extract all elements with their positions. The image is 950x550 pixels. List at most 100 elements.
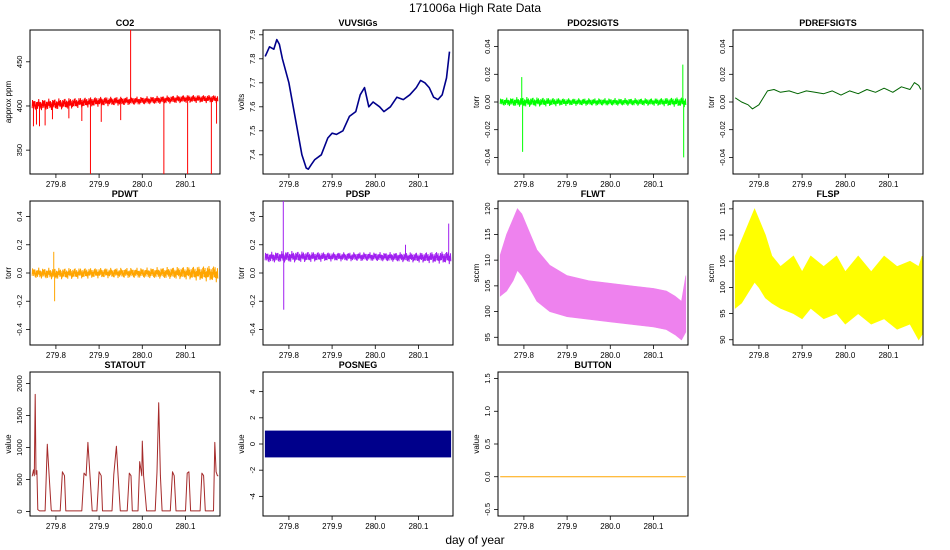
panel-title: PDWT [112, 189, 139, 199]
x-tick-label: 279.8 [279, 522, 300, 531]
panel-pdsp: PDSP torr 279.8 279.9 280.0 280.1 -0.4 -0.2 0.0 0… [237, 189, 454, 360]
plot-frame [497, 371, 689, 517]
y-tick-label: 1500 [15, 407, 24, 424]
y-tick-label: 0.4 [15, 211, 24, 221]
x-tick-label: 280.0 [132, 351, 153, 360]
panel-flsp: FLSP sccm 279.8 279.9 280.0 280.1 90 95 100 105 11… [707, 189, 924, 360]
x-tick-label: 279.9 [322, 522, 343, 531]
y-tick-label: 0.0 [483, 472, 492, 482]
plot-frame [262, 29, 454, 175]
series-band [499, 208, 687, 341]
series-flwt [499, 208, 687, 341]
y-axis-label: sccm [472, 263, 481, 282]
series-noise [499, 96, 687, 108]
panel-pdwt: PDWT torr 279.8 279.9 280.0 280.1 -0.4 -0.2 0.0 0… [4, 189, 221, 360]
y-tick-label: 0 [248, 442, 257, 446]
y-tick-label: 105 [718, 255, 727, 268]
x-tick-label: 279.9 [557, 351, 578, 360]
y-tick-label: 95 [483, 333, 492, 341]
y-tick-label: 7.7 [248, 78, 257, 88]
x-tick-label: 280.0 [132, 180, 153, 189]
y-tick-label: -0.5 [483, 503, 492, 516]
x-tick-label: 279.9 [89, 351, 110, 360]
panel-pdo2sigts: PDO2SIGTS torr 279.8 279.9 280.0 280.1 -0.04 -0… [472, 18, 689, 189]
series-statout [31, 393, 219, 512]
y-axis-label: value [472, 434, 481, 454]
figure-xlabel: day of year [445, 533, 504, 547]
y-axis-label: sccm [707, 263, 716, 282]
series-line [264, 38, 451, 170]
y-tick-label: 0.0 [248, 268, 257, 278]
x-tick-label: 280.1 [643, 180, 664, 189]
x-tick-label: 280.1 [878, 351, 899, 360]
y-tick-label: 100 [483, 305, 492, 318]
plot-frame [732, 200, 924, 346]
y-tick-label: 120 [483, 202, 492, 215]
panel-vuvsigs: VUVSIGs volts 279.8 279.9 280.0 280.1 7.4 7.5 7.… [237, 18, 454, 189]
panel-statout: STATOUT value 279.8 279.9 280.0 280.1 0 500 1000… [4, 360, 221, 531]
y-tick-label: -0.04 [483, 149, 492, 166]
plot-frame [732, 29, 924, 175]
series-line [734, 82, 922, 110]
y-axis-label: torr [237, 267, 246, 279]
series-pdo2sigts [499, 64, 687, 158]
x-tick-label: 280.1 [643, 351, 664, 360]
y-tick-label: 7.9 [248, 30, 257, 40]
x-tick-label: 279.8 [279, 180, 300, 189]
y-tick-label: 0 [15, 509, 24, 513]
plot-frame [29, 29, 221, 175]
x-tick-label: 280.1 [175, 180, 196, 189]
x-tick-label: 279.9 [89, 522, 110, 531]
y-axis-label: value [4, 434, 13, 454]
y-tick-label: 0.00 [718, 95, 727, 110]
plot-frame [29, 371, 221, 517]
panel-title: STATOUT [105, 360, 146, 370]
x-tick-label: 279.9 [792, 180, 813, 189]
series-pdsp [264, 201, 452, 310]
x-tick-label: 280.1 [175, 522, 196, 531]
panel-title: PDSP [346, 189, 371, 199]
x-tick-label: 279.9 [322, 351, 343, 360]
y-axis-label: value [237, 434, 246, 454]
x-tick-label: 280.1 [408, 180, 429, 189]
x-tick-label: 280.0 [600, 522, 621, 531]
series-pdwt [31, 251, 219, 302]
y-tick-label: 4 [248, 390, 257, 394]
panel-button: BUTTON value 279.8 279.9 280.0 280.1 -0.5 0.0 0.… [472, 360, 689, 531]
y-tick-label: 115 [483, 228, 492, 240]
x-tick-label: 280.0 [835, 351, 856, 360]
y-tick-label: 0.4 [248, 211, 257, 221]
panel-title: PDREFSIGTS [799, 18, 857, 28]
y-axis-label: volts [237, 94, 246, 110]
plot-frame [497, 200, 689, 346]
x-tick-label: 279.9 [557, 522, 578, 531]
x-tick-label: 279.8 [514, 180, 535, 189]
y-tick-label: -2 [248, 467, 257, 474]
y-tick-label: 105 [483, 280, 492, 293]
series-pdrefsigts [734, 82, 922, 110]
y-tick-label: 450 [15, 56, 24, 69]
figure-title: 171006a High Rate Data [409, 1, 541, 15]
panel-title: FLSP [816, 189, 839, 199]
series-posneg [264, 430, 452, 458]
y-tick-label: -0.02 [718, 121, 727, 138]
x-tick-label: 279.8 [46, 522, 67, 531]
y-axis-label: torr [472, 96, 481, 108]
panel-title: VUVSIGs [338, 18, 377, 28]
x-tick-label: 279.9 [322, 180, 343, 189]
x-tick-label: 279.9 [792, 351, 813, 360]
y-tick-label: 0.2 [15, 240, 24, 250]
panel-title: BUTTON [574, 360, 611, 370]
x-tick-label: 279.8 [514, 522, 535, 531]
panel-title: PDO2SIGTS [567, 18, 619, 28]
series-noise [31, 95, 219, 111]
x-tick-label: 279.8 [46, 351, 67, 360]
x-tick-label: 280.0 [365, 351, 386, 360]
y-tick-label: 110 [483, 254, 492, 266]
y-tick-label: 110 [718, 229, 727, 241]
x-tick-label: 280.0 [600, 180, 621, 189]
y-tick-label: 1.5 [483, 373, 492, 383]
y-tick-label: 0.2 [248, 240, 257, 250]
panel-title: CO2 [116, 18, 135, 28]
